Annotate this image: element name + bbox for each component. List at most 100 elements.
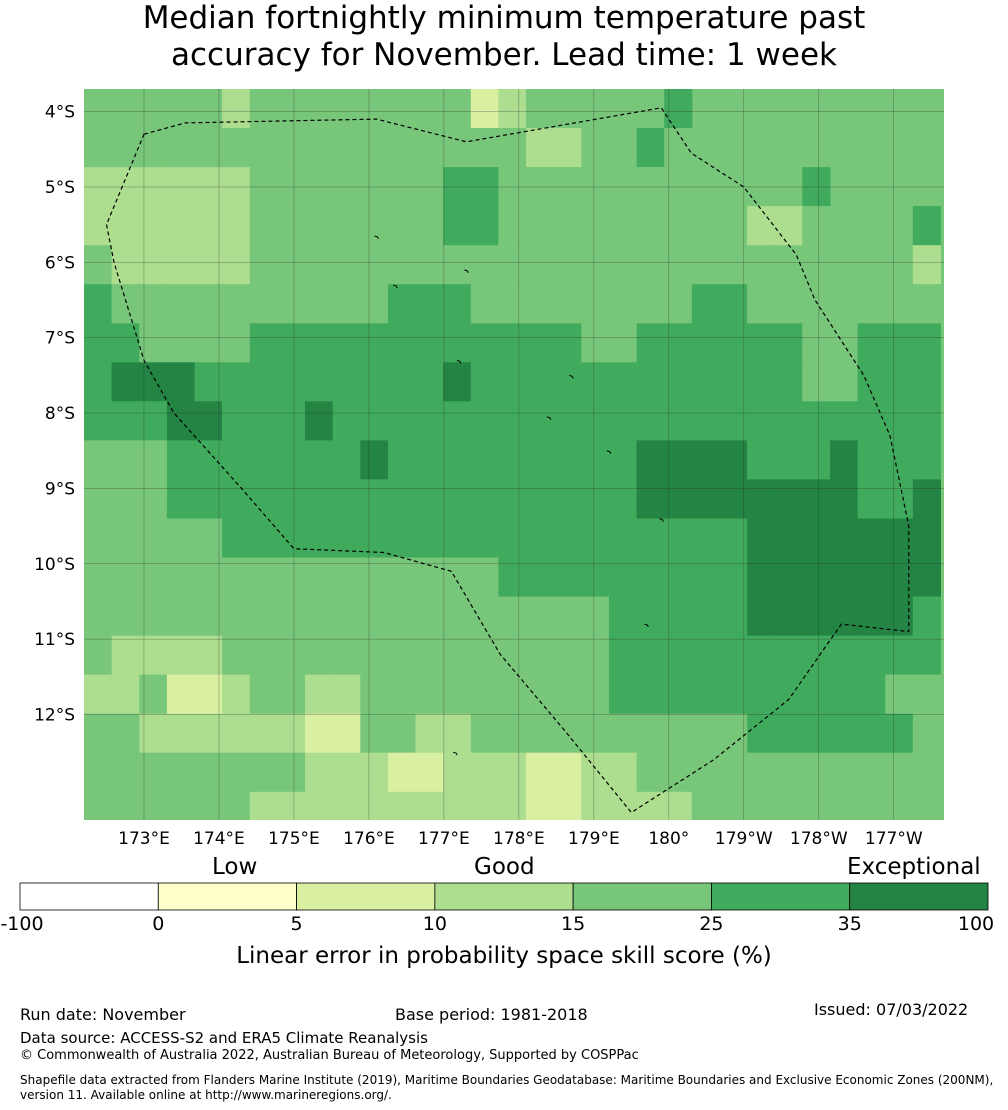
heatmap-cell <box>360 713 389 754</box>
heatmap-cell <box>222 752 251 793</box>
heatmap-cell <box>84 89 113 129</box>
heatmap-cell <box>332 635 361 676</box>
heatmap-cell <box>691 206 720 246</box>
island-outline <box>452 751 458 756</box>
heatmap-cell <box>139 323 168 363</box>
heatmap-cell <box>498 440 527 480</box>
heatmap-cell <box>249 128 278 168</box>
heatmap-cell <box>305 596 334 637</box>
heatmap-cell <box>139 362 168 402</box>
heatmap-cell <box>912 284 941 324</box>
heatmap-cell <box>857 713 886 754</box>
heatmap-cell <box>526 245 555 285</box>
issued-date: Issued: 07/03/2022 <box>814 1000 969 1019</box>
heatmap-cell <box>443 674 472 715</box>
heatmap-cell <box>277 323 306 363</box>
heatmap-cell <box>691 245 720 285</box>
heatmap-cell <box>387 674 417 715</box>
heatmap-cell <box>747 206 776 246</box>
heatmap-cell <box>166 206 196 246</box>
heatmap-cell <box>691 596 720 637</box>
heatmap-cell <box>360 440 389 480</box>
heatmap-cell <box>664 479 693 519</box>
x-tick-label: 178°W <box>790 829 848 849</box>
heatmap-cell <box>526 596 555 637</box>
heatmap-cell <box>747 479 776 519</box>
x-tick-label: 173°E <box>118 829 170 849</box>
heatmap-cell <box>305 713 334 754</box>
heatmap-cell <box>443 284 472 324</box>
heatmap-cell <box>608 635 638 676</box>
heatmap-cell <box>194 791 223 820</box>
heatmap-cell <box>636 440 665 480</box>
heatmap-cell <box>830 245 859 285</box>
heatmap-cell <box>387 518 417 559</box>
y-tick-label: 5°S <box>45 178 75 198</box>
heatmap-cell <box>415 440 444 480</box>
heatmap-cell <box>526 635 555 676</box>
colorbar-tick-label: -100 <box>0 913 44 935</box>
heatmap-cell <box>526 323 555 363</box>
heatmap-cell <box>526 362 555 402</box>
heatmap-cell <box>166 284 196 324</box>
heatmap-cell <box>664 791 693 820</box>
heatmap-cell <box>664 440 693 480</box>
heatmap-cell <box>222 713 251 754</box>
heatmap-cell <box>719 479 748 519</box>
heatmap-cell <box>498 362 527 402</box>
heatmap-cell <box>84 206 113 246</box>
heatmap-cell <box>249 596 278 637</box>
heatmap-cell <box>581 245 610 285</box>
heatmap-cell <box>691 284 720 324</box>
heatmap-cell <box>332 518 361 559</box>
heatmap-cell <box>664 752 693 793</box>
heatmap-cell <box>387 479 417 519</box>
heatmap-cell <box>526 752 555 793</box>
heatmap-cell <box>830 674 859 715</box>
heatmap-cell <box>885 557 914 598</box>
heatmap-cell <box>857 284 886 324</box>
heatmap-cell <box>194 596 223 637</box>
heatmap-cell <box>691 791 720 820</box>
heatmap-cell <box>747 674 776 715</box>
heatmap-cell <box>332 89 361 129</box>
heatmap-cell <box>415 557 444 598</box>
heatmap-cell <box>719 713 748 754</box>
heatmap-cell <box>857 245 886 285</box>
heatmap-cell <box>194 752 223 793</box>
heatmap-cell <box>387 752 417 793</box>
heatmap-cell <box>774 440 803 480</box>
heatmap-cell <box>111 518 140 559</box>
heatmap-cell <box>415 284 444 324</box>
heatmap-cell <box>608 752 638 793</box>
heatmap-cell <box>608 518 638 559</box>
heatmap-cell <box>747 440 776 480</box>
heatmap-cell <box>84 479 113 519</box>
heatmap-cell <box>608 674 638 715</box>
heatmap-cell <box>84 752 113 793</box>
heatmap-cell <box>277 206 306 246</box>
x-tick-label: 179°E <box>568 829 620 849</box>
heatmap-cell <box>470 518 499 559</box>
heatmap-cell <box>194 635 223 676</box>
heatmap-cell <box>636 713 665 754</box>
colorbar-tick-label: 5 <box>290 913 303 935</box>
heatmap-cell <box>194 128 223 168</box>
heatmap-cell <box>857 674 886 715</box>
heatmap-cell <box>553 635 582 676</box>
heatmap-cell <box>443 206 472 246</box>
heatmap-cell <box>885 674 914 715</box>
heatmap-cell <box>636 518 665 559</box>
heatmap-cell <box>111 89 140 129</box>
heatmap-cell <box>857 518 886 559</box>
heatmap-cell <box>415 128 444 168</box>
heatmap-cell <box>443 128 472 168</box>
heatmap-cell <box>830 791 859 820</box>
heatmap-cell <box>747 323 776 363</box>
x-tick-label: 174°E <box>193 829 245 849</box>
heatmap-cell <box>332 752 361 793</box>
heatmap-cell <box>636 128 665 168</box>
heatmap-cell <box>470 89 499 129</box>
heatmap-cell <box>526 557 555 598</box>
